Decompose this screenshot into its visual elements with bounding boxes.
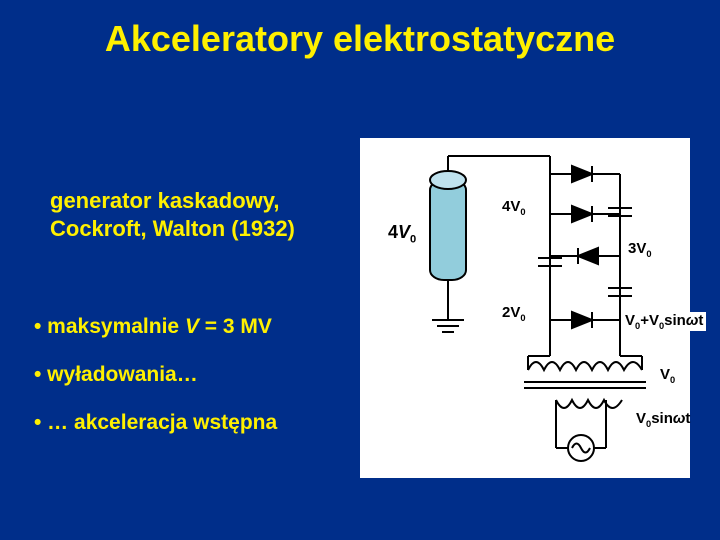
- cap-4v0-pre: 4: [388, 222, 398, 242]
- rlabel-2: V0: [660, 366, 675, 385]
- node-3v0-pre: 3V: [628, 240, 646, 257]
- node-2v0-pre: 2V: [502, 304, 520, 321]
- bullet-3: • … akceleracja wstępna: [34, 411, 277, 435]
- bullet-1: • maksymalnie V = 3 MV: [34, 315, 272, 339]
- slide-title: Akceleratory elektrostatyczne: [0, 18, 720, 60]
- node-4v0-pre: 4V: [502, 198, 520, 215]
- bullet-2: • wyładowania…: [34, 363, 198, 387]
- bullet-1-var: V: [185, 315, 199, 338]
- node-3v0: 3V0: [628, 240, 652, 259]
- node-3v0-sub: 0: [646, 249, 651, 259]
- node-2v0: 2V0: [502, 304, 526, 323]
- bullet-1-prefix: • maksymalnie: [34, 315, 185, 338]
- cap-4v0-sub: 0: [410, 234, 416, 246]
- cap-4v0-var: V: [398, 222, 410, 242]
- node-2v0-sub: 0: [520, 313, 525, 323]
- rlabel-1: V0+V0sinωt: [622, 312, 706, 331]
- rlabel-3: V0sinωt: [636, 410, 690, 429]
- bullet-1-rest: = 3 MV: [199, 315, 272, 338]
- node-4v0: 4V0: [502, 198, 526, 217]
- node-4v0-sub: 0: [520, 207, 525, 217]
- cap-4v0-label: 4V0: [388, 222, 416, 246]
- subtitle-line2: Cockroft, Walton (1932): [50, 216, 295, 242]
- subtitle-line1: generator kaskadowy,: [50, 188, 279, 214]
